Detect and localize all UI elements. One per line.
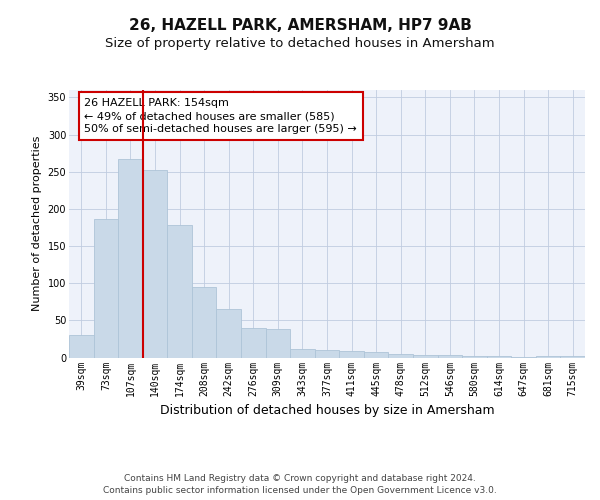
Y-axis label: Number of detached properties: Number of detached properties	[32, 136, 42, 312]
Bar	[94, 220, 118, 358]
Bar	[339, 351, 364, 358]
Bar	[290, 348, 315, 358]
Bar	[487, 356, 511, 358]
Bar	[536, 356, 560, 358]
Bar	[511, 357, 536, 358]
Text: Size of property relative to detached houses in Amersham: Size of property relative to detached ho…	[105, 38, 495, 51]
Text: Contains HM Land Registry data © Crown copyright and database right 2024.
Contai: Contains HM Land Registry data © Crown c…	[103, 474, 497, 495]
Bar	[192, 287, 217, 358]
Bar	[560, 356, 585, 358]
Bar	[462, 356, 487, 358]
Text: 26, HAZELL PARK, AMERSHAM, HP7 9AB: 26, HAZELL PARK, AMERSHAM, HP7 9AB	[128, 18, 472, 32]
Bar	[167, 225, 192, 358]
Text: 26 HAZELL PARK: 154sqm
← 49% of detached houses are smaller (585)
50% of semi-de: 26 HAZELL PARK: 154sqm ← 49% of detached…	[85, 98, 357, 134]
Bar	[217, 309, 241, 358]
Bar	[143, 170, 167, 358]
Bar	[437, 356, 462, 358]
Bar	[69, 335, 94, 357]
Bar	[241, 328, 266, 358]
Bar	[266, 330, 290, 357]
Bar	[315, 350, 339, 358]
Bar	[118, 159, 143, 358]
X-axis label: Distribution of detached houses by size in Amersham: Distribution of detached houses by size …	[160, 404, 494, 417]
Bar	[364, 352, 388, 358]
Bar	[388, 354, 413, 358]
Bar	[413, 354, 437, 358]
